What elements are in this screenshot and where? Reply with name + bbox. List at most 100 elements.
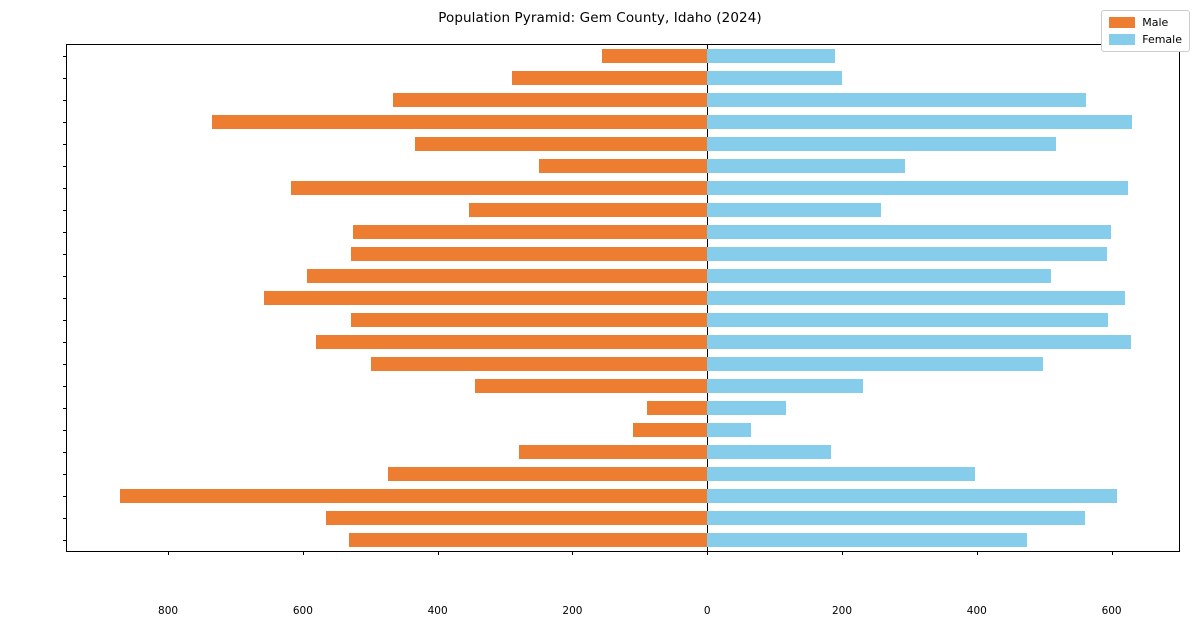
bar-female bbox=[707, 269, 1051, 283]
bar-male bbox=[211, 115, 708, 129]
bar-male bbox=[306, 269, 708, 283]
bar-row bbox=[67, 49, 1179, 63]
legend-item[interactable]: Female bbox=[1109, 33, 1182, 46]
x-tick-mark bbox=[707, 551, 709, 555]
chart-legend: Male Female bbox=[1101, 10, 1190, 52]
bar-male bbox=[474, 379, 708, 393]
bar-row bbox=[67, 313, 1179, 327]
y-tick-mark bbox=[63, 386, 67, 387]
legend-item[interactable]: Male bbox=[1109, 16, 1182, 29]
bar-female bbox=[707, 511, 1086, 525]
y-tick-mark bbox=[63, 78, 67, 79]
bar-row bbox=[67, 181, 1179, 195]
bar-female bbox=[707, 159, 906, 173]
bar-female bbox=[707, 71, 843, 85]
chart-figure: Population Pyramid: Gem County, Idaho (2… bbox=[63, 10, 1190, 617]
y-tick-mark bbox=[63, 540, 67, 541]
male-swatch bbox=[1109, 17, 1136, 28]
bar-row bbox=[67, 511, 1179, 525]
bar-row bbox=[67, 445, 1179, 459]
bar-male bbox=[120, 489, 708, 503]
bar-male bbox=[602, 49, 708, 63]
x-tick-label: 0 bbox=[703, 605, 711, 617]
x-tick-mark bbox=[302, 551, 304, 555]
y-tick-mark bbox=[63, 56, 67, 57]
bar-male bbox=[315, 335, 708, 349]
bar-row bbox=[67, 137, 1179, 151]
bar-row bbox=[67, 291, 1179, 305]
bar-row bbox=[67, 423, 1179, 437]
y-tick-mark bbox=[63, 166, 67, 167]
bar-row bbox=[67, 159, 1179, 173]
bar-female bbox=[707, 379, 863, 393]
y-tick-mark bbox=[63, 496, 67, 497]
bar-male bbox=[350, 247, 708, 261]
legend-label: Male bbox=[1142, 16, 1169, 29]
bar-row bbox=[67, 489, 1179, 503]
bar-male bbox=[263, 291, 708, 305]
bar-male bbox=[646, 401, 708, 415]
y-tick-mark bbox=[63, 100, 67, 101]
bar-male bbox=[352, 225, 708, 239]
x-tick-label: 600 bbox=[1101, 605, 1122, 617]
bar-row bbox=[67, 115, 1179, 129]
bar-row bbox=[67, 225, 1179, 239]
bar-male bbox=[539, 159, 708, 173]
bar-row bbox=[67, 401, 1179, 415]
bar-row bbox=[67, 93, 1179, 107]
y-tick-mark bbox=[63, 342, 67, 343]
x-tick-mark bbox=[976, 551, 978, 555]
bar-female bbox=[707, 93, 1086, 107]
bar-female bbox=[707, 181, 1129, 195]
x-tick-label: 200 bbox=[562, 605, 583, 617]
y-tick-mark bbox=[63, 364, 67, 365]
bar-row bbox=[67, 379, 1179, 393]
bar-row bbox=[67, 71, 1179, 85]
bar-male bbox=[326, 511, 708, 525]
y-tick-mark bbox=[63, 320, 67, 321]
x-tick-mark bbox=[572, 551, 574, 555]
chart-title: Population Pyramid: Gem County, Idaho (2… bbox=[438, 10, 762, 26]
bar-male bbox=[393, 93, 708, 107]
bar-female bbox=[707, 401, 787, 415]
bar-row bbox=[67, 269, 1179, 283]
x-tick-mark bbox=[168, 551, 170, 555]
bar-female bbox=[707, 533, 1027, 547]
bar-female bbox=[707, 137, 1056, 151]
y-tick-mark bbox=[63, 452, 67, 453]
x-tick-label: 800 bbox=[158, 605, 179, 617]
y-tick-mark bbox=[63, 408, 67, 409]
bar-male bbox=[370, 357, 708, 371]
bar-row bbox=[67, 335, 1179, 349]
x-tick-label: 400 bbox=[427, 605, 448, 617]
bar-male bbox=[633, 423, 708, 437]
x-tick-label: 400 bbox=[966, 605, 987, 617]
bar-row bbox=[67, 533, 1179, 547]
y-tick-mark bbox=[63, 430, 67, 431]
bar-female bbox=[707, 313, 1109, 327]
bar-row bbox=[67, 357, 1179, 371]
y-tick-mark bbox=[63, 518, 67, 519]
y-tick-mark bbox=[63, 276, 67, 277]
x-tick-mark bbox=[842, 551, 844, 555]
bar-female bbox=[707, 291, 1126, 305]
legend-label: Female bbox=[1142, 33, 1182, 46]
bar-male bbox=[350, 313, 708, 327]
bar-row bbox=[67, 203, 1179, 217]
x-tick-label: 600 bbox=[292, 605, 313, 617]
y-tick-mark bbox=[63, 188, 67, 189]
y-tick-mark bbox=[63, 474, 67, 475]
female-swatch bbox=[1109, 34, 1136, 45]
y-tick-mark bbox=[63, 122, 67, 123]
x-tick-label: 200 bbox=[831, 605, 853, 617]
y-tick-mark bbox=[63, 144, 67, 145]
bar-female bbox=[707, 115, 1132, 129]
bar-female bbox=[707, 467, 975, 481]
bar-male bbox=[415, 137, 708, 151]
bar-female bbox=[707, 335, 1132, 349]
bar-row bbox=[67, 467, 1179, 481]
x-tick-mark bbox=[1111, 551, 1113, 555]
bar-row bbox=[67, 247, 1179, 261]
bar-female bbox=[707, 423, 752, 437]
